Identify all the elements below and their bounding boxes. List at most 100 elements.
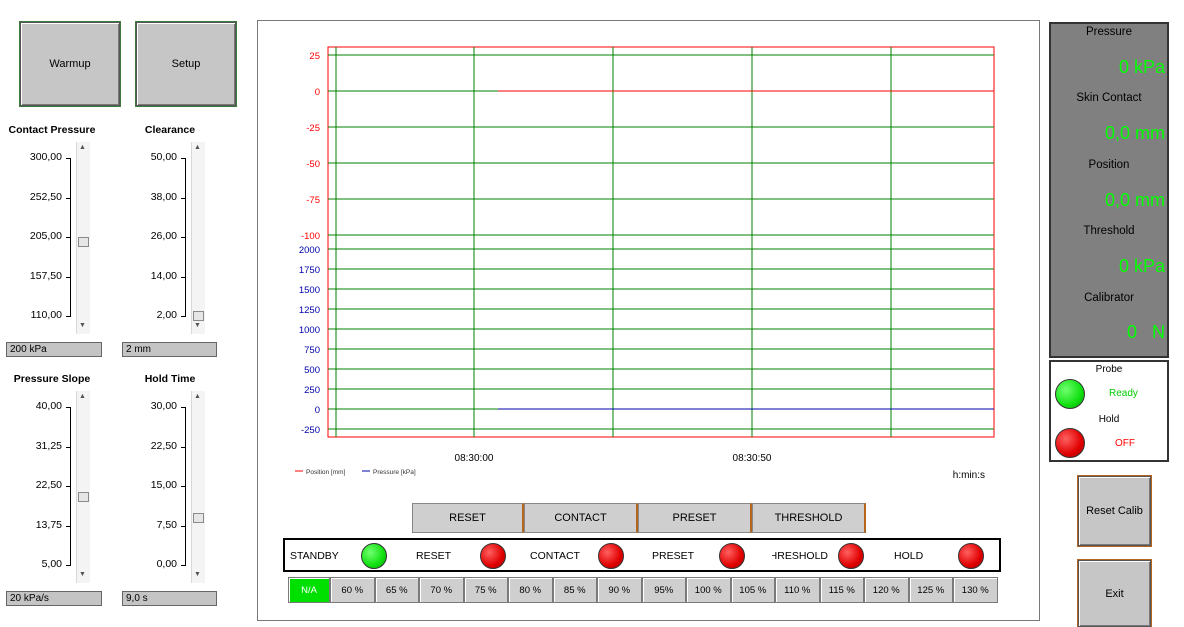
slider-tick-mark (66, 276, 71, 278)
slider-tick-label: 2,00 (156, 309, 177, 321)
slider-tick-label: 0,00 (156, 558, 177, 570)
slider-scale-line (185, 407, 186, 447)
skin-contact-label: Skin Contact (1076, 92, 1142, 104)
status-threshold-lamp (838, 543, 864, 569)
percent-button[interactable]: 65 % (374, 577, 419, 603)
slider-scale-line (70, 237, 71, 277)
pressure-slope-slider-track[interactable] (76, 391, 90, 583)
slider-scale-line (70, 407, 71, 447)
command-button-row: RESET CONTACT PRESET THRESHOLD (412, 503, 867, 533)
pressure-tick-label: 500 (304, 365, 320, 376)
slider-scale-line (70, 197, 71, 237)
hold-time-slider-thumb[interactable] (193, 512, 204, 523)
command-preset-button[interactable]: PRESET (638, 503, 752, 533)
pressure-label: Pressure (1085, 26, 1133, 38)
percent-button[interactable]: 80 % (508, 577, 553, 603)
slider-scale-line (70, 446, 71, 486)
slider-tick-mark (66, 197, 71, 199)
percent-button[interactable]: 105 % (730, 577, 775, 603)
indicator-panel: Probe Ready Hold OFF (1049, 360, 1169, 462)
hold-label: Hold (1098, 414, 1120, 425)
x-axis-unit: h:min:s (953, 470, 985, 481)
slider-tick-mark (66, 565, 71, 566)
pressure-tick-label: -250 (301, 425, 320, 436)
slider-tick-mark (66, 407, 71, 408)
position-tick-label: -50 (306, 159, 320, 170)
slider-scale-line (185, 237, 186, 277)
percent-button[interactable]: 75 % (463, 577, 508, 603)
percent-button[interactable]: 125 % (908, 577, 953, 603)
slider-scale-line (185, 446, 186, 486)
pressure-slope-title: Pressure Slope (13, 373, 91, 385)
x-tick-label: 08:30:50 (733, 453, 772, 464)
pressure-tick-label: 1000 (299, 325, 320, 336)
slider-tick-mark (66, 525, 71, 527)
slider-scale-line (70, 158, 71, 198)
slider-scale-line (185, 486, 186, 526)
clearance-slider-thumb[interactable] (193, 311, 204, 321)
slider-tick-label: 157,50 (29, 269, 62, 282)
pressure-slope-value-box: 20 kPa/s (6, 591, 102, 606)
slider-scale-line (185, 158, 186, 198)
status-standby-label: STANDBY (290, 550, 339, 562)
clearance-slider-track[interactable] (191, 142, 205, 334)
slider-tick-label: 15,00 (150, 479, 177, 491)
command-threshold-button[interactable]: THRESHOLD (752, 503, 866, 533)
scroll-up-icon[interactable]: ▲ (79, 393, 86, 400)
x-tick-label: 08:30:00 (455, 453, 494, 464)
slider-scale-line (185, 197, 186, 237)
calibrator-value: 0 N (1126, 322, 1165, 342)
legend-position-label: Position [mm] (306, 469, 346, 476)
contact-pressure-title: Contact Pressure (8, 124, 96, 136)
pressure-tick-label: 2000 (299, 245, 320, 256)
slider-scale-line (70, 525, 71, 565)
scroll-down-icon[interactable]: ▼ (79, 322, 86, 329)
slider-tick-label: 30,00 (150, 400, 177, 412)
slider-tick-label: 31,25 (35, 439, 62, 452)
slider-tick-label: 14,00 (150, 269, 177, 282)
calibrator-label: Calibrator (1084, 292, 1134, 304)
percent-button[interactable]: 110 % (775, 577, 820, 603)
position-tick-label: -75 (306, 195, 320, 206)
slider-tick-mark (181, 237, 186, 238)
percent-button[interactable]: 100 % (686, 577, 731, 603)
scroll-down-icon[interactable]: ▼ (194, 322, 201, 329)
scroll-up-icon[interactable]: ▲ (194, 393, 201, 400)
slider-tick-label: 22,50 (35, 479, 62, 491)
clearance-control: Clearance ▲ ▼ 50,00 38,00 26,00 14,00 2,00 2 mm (115, 124, 235, 357)
percent-button[interactable]: 120 % (864, 577, 909, 603)
exit-button[interactable]: Exit (1078, 560, 1151, 627)
contact-pressure-slider-thumb[interactable] (78, 236, 89, 247)
percent-button[interactable]: N/A (288, 577, 330, 603)
reset-calib-button[interactable]: Reset Calib (1078, 476, 1151, 546)
scroll-down-icon[interactable]: ▼ (79, 571, 86, 578)
slider-tick-mark (181, 407, 186, 408)
percent-button[interactable]: 130 % (953, 577, 998, 603)
percent-button[interactable]: 60 % (330, 577, 375, 603)
warmup-button[interactable]: Warmup (20, 22, 120, 106)
scroll-up-icon[interactable]: ▲ (194, 144, 201, 151)
slider-tick-mark (181, 158, 186, 159)
threshold-label: Threshold (1083, 225, 1135, 237)
percent-button[interactable]: 70 % (419, 577, 464, 603)
contact-pressure-control: Contact Pressure ▲ ▼ 300,00 252,50 205,00 157,… (0, 124, 120, 357)
setup-button[interactable]: Setup (136, 22, 236, 106)
slider-tick-mark (181, 197, 186, 199)
percent-button[interactable]: 95% (641, 577, 686, 603)
hold-time-slider-track[interactable] (191, 391, 205, 583)
status-threshold-label: THRESHOLD (772, 550, 828, 562)
position-value: 0,0 mm (1104, 190, 1165, 210)
command-reset-button[interactable]: RESET (412, 503, 524, 533)
percent-button[interactable]: 90 % (597, 577, 642, 603)
percent-button[interactable]: 85 % (552, 577, 597, 603)
pressure-slope-slider-thumb[interactable] (78, 492, 89, 503)
scroll-down-icon[interactable]: ▼ (194, 571, 201, 578)
percent-button[interactable]: 115 % (819, 577, 864, 603)
hold-lamp (1055, 428, 1085, 458)
probe-status: Ready (1109, 388, 1138, 399)
position-tick-label: -100 (301, 231, 320, 242)
command-contact-button[interactable]: CONTACT (524, 503, 638, 533)
scroll-up-icon[interactable]: ▲ (79, 144, 86, 151)
slider-tick-mark (181, 276, 186, 278)
slider-tick-label: 110,00 (30, 309, 62, 321)
